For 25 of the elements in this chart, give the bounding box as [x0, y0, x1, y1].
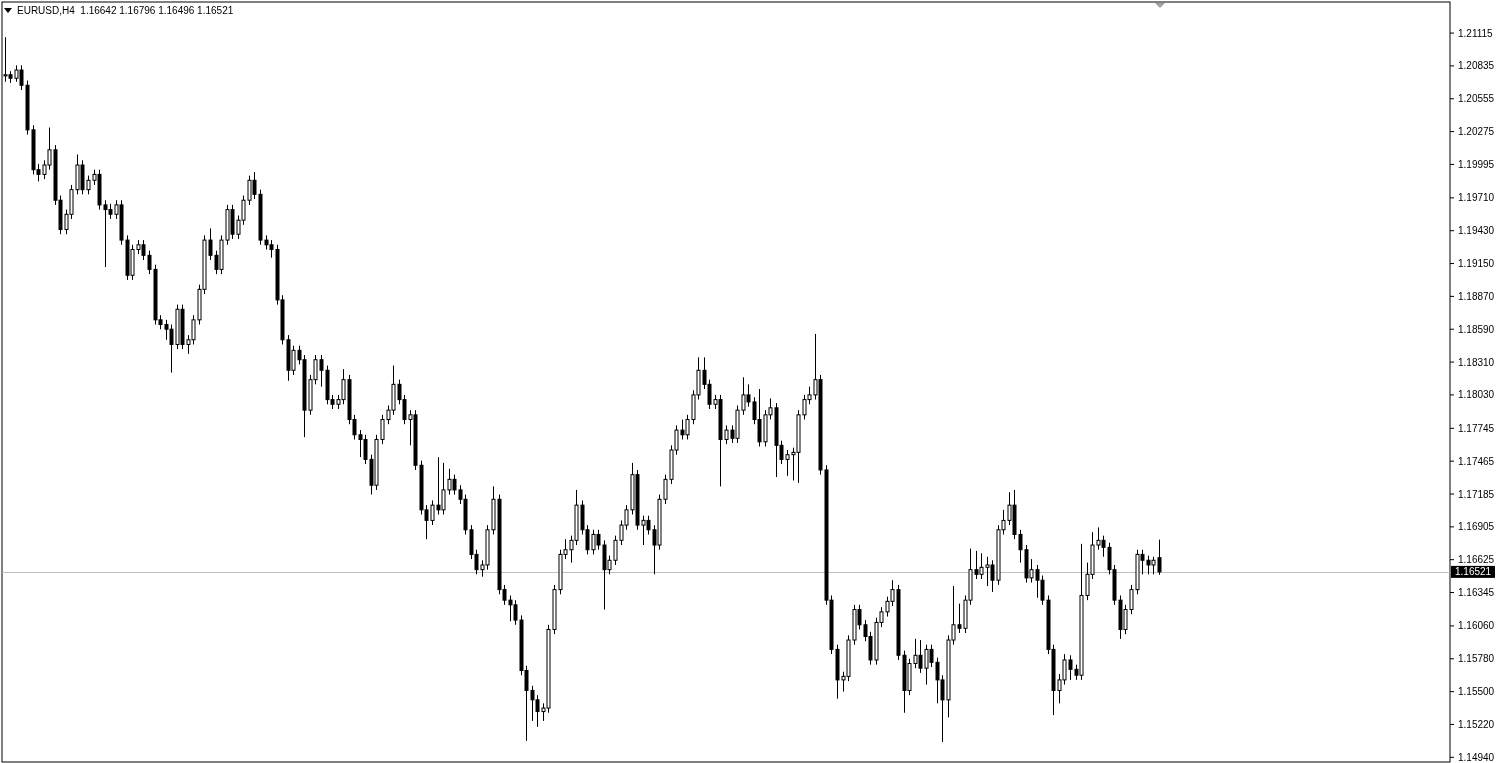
y-tick-label: 1.18310	[1458, 356, 1495, 368]
y-tick-label: 1.19430	[1458, 225, 1495, 237]
y-tick-label: 1.17185	[1458, 488, 1495, 500]
y-tick-label: 1.16345	[1458, 587, 1495, 599]
y-tick-label: 1.20835	[1458, 60, 1495, 72]
y-tick-label: 1.20275	[1458, 126, 1495, 138]
y-tick-label: 1.17745	[1458, 422, 1495, 434]
y-tick-label: 1.15220	[1458, 718, 1495, 730]
y-tick-label: 1.16625	[1458, 554, 1495, 566]
y-tick-label: 1.17465	[1458, 455, 1495, 467]
y-tick-label: 1.16905	[1458, 521, 1495, 533]
y-tick-label: 1.21115	[1458, 27, 1494, 39]
y-tick-label: 1.15500	[1458, 686, 1495, 698]
y-tick-label: 1.14940	[1458, 751, 1495, 763]
y-tick-label: 1.19710	[1458, 192, 1495, 204]
chart-title: EURUSD,H4 1.16642 1.16796 1.16496 1.16521	[17, 5, 234, 16]
y-tick-label: 1.16060	[1458, 620, 1495, 632]
y-tick-label: 1.19995	[1458, 158, 1495, 170]
y-tick-label: 1.18870	[1458, 290, 1495, 302]
y-tick-label: 1.20555	[1458, 93, 1495, 105]
y-tick-label: 1.15780	[1458, 653, 1495, 665]
y-tick-label: 1.19150	[1458, 258, 1495, 270]
y-tick-label: 1.18590	[1458, 323, 1495, 335]
y-tick-label: 1.18030	[1458, 389, 1495, 401]
ref-line-label: 1.16521	[1455, 566, 1492, 578]
